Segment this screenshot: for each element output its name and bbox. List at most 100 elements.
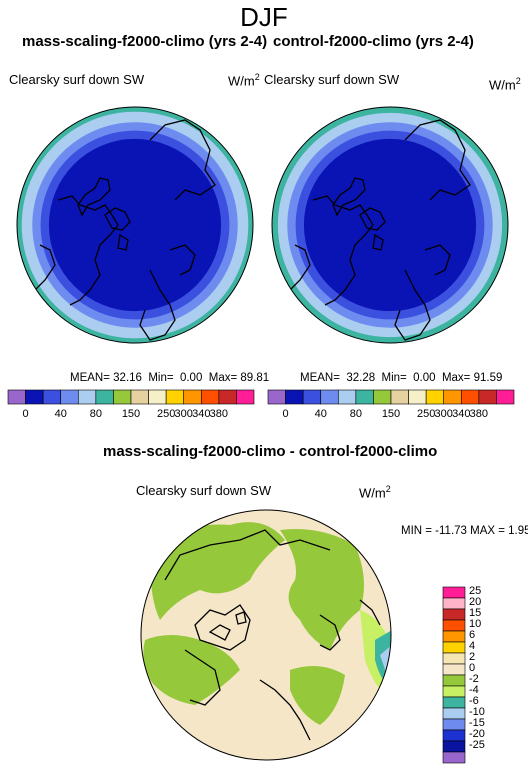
diff-coastlines xyxy=(164,529,381,741)
colorbar-tick-label: 380 xyxy=(469,408,489,420)
coast-greenland xyxy=(77,177,111,217)
diff-colorbar-tick-label: -25 xyxy=(469,739,485,751)
colorbar-swatch xyxy=(95,389,114,405)
ring-0-to-40 xyxy=(303,138,477,312)
right-polar-map xyxy=(272,107,508,343)
diff-colorbar-tick-label: -15 xyxy=(469,717,485,729)
coast-archipelago xyxy=(359,207,386,251)
diff-colorbar-tick-label: 20 xyxy=(469,596,482,608)
diff-colorbar-swatch xyxy=(442,718,466,731)
colorbar-swatch xyxy=(218,389,237,405)
left-stats: MEAN= 32.16 Min= 0.00 Max= 89.81 xyxy=(70,372,270,384)
diff-colorbar-swatch xyxy=(442,707,466,720)
diff-colorbar-tick-label: 25 xyxy=(469,585,482,597)
right-units-label: W/m2 xyxy=(489,76,521,93)
colorbar-tick-label: 340 xyxy=(192,408,211,420)
colorbar-swatch xyxy=(425,389,445,405)
diff-region-canada xyxy=(280,529,364,650)
left-polar-map xyxy=(17,107,253,343)
left-units-label: W/m2 xyxy=(228,72,260,89)
diff-minmax: MIN = -11.73 MAX = 1.95 xyxy=(401,525,528,537)
diff-colorbar-swatch xyxy=(442,630,466,643)
colorbar-tick-label: 0 xyxy=(282,408,289,420)
colorbar-swatch xyxy=(443,389,462,405)
diff-colorbar-tick-label: -10 xyxy=(469,706,485,718)
left-map-border xyxy=(16,106,254,344)
diff-colorbar-tick-label: 4 xyxy=(469,640,476,652)
colorbar-tick-label: 340 xyxy=(452,408,471,420)
right-coastlines xyxy=(289,119,471,341)
coast-scandinavia xyxy=(424,244,451,276)
coast-canada xyxy=(312,195,374,306)
diff-colorbar-swatch xyxy=(442,597,466,610)
colorbar-swatch xyxy=(285,389,304,405)
coast-scandinavia xyxy=(169,244,196,276)
diff-region-alaska xyxy=(290,666,345,725)
coast-greenland xyxy=(332,177,366,217)
diff-colorbar-swatch xyxy=(442,685,466,698)
diff-colorbar xyxy=(442,586,466,764)
colorbar-tick-label: 40 xyxy=(54,408,67,420)
diff-units-label: W/m2 xyxy=(359,484,391,501)
colorbar-swatch xyxy=(302,389,322,405)
diff-colorbar-swatch xyxy=(442,696,466,709)
colorbar-swatch xyxy=(390,389,409,405)
colorbar-swatch xyxy=(320,389,339,405)
colorbar-swatch xyxy=(25,389,44,405)
diff-colorbar-tick-label: -6 xyxy=(469,695,479,707)
colorbar-tick-label: 150 xyxy=(381,408,401,420)
diff-colorbar-tick-label: 6 xyxy=(469,629,476,641)
diff-colorbar-tick-label: 2 xyxy=(469,651,476,663)
colorbar-swatch xyxy=(355,389,374,405)
colorbar-swatch xyxy=(113,389,132,405)
right-stats: MEAN= 32.28 Min= 0.00 Max= 91.59 xyxy=(300,372,503,384)
ring-0-to-40 xyxy=(48,138,222,312)
colorbar-tick-label: 150 xyxy=(121,408,141,420)
diff-colorbar-swatch xyxy=(442,586,466,599)
coast-siberia xyxy=(404,119,471,201)
diff-colorbar-swatch xyxy=(442,652,466,665)
diff-colorbar-tick-label: -4 xyxy=(469,684,479,696)
colorbar-tick-label: 380 xyxy=(209,408,229,420)
diff-region-siberia xyxy=(150,522,285,620)
diff-colorbar-tick-label: -20 xyxy=(469,728,485,740)
colorbar-swatch xyxy=(478,389,497,405)
colorbar-swatch xyxy=(408,389,427,405)
left-variable-label: Clearsky surf down SW xyxy=(9,72,145,87)
diff-polar-map xyxy=(141,510,391,760)
diff-colorbar-swatch xyxy=(442,751,466,764)
colorbar-tick-label: 250 xyxy=(156,408,176,420)
diff-colorbar-swatch xyxy=(442,663,466,676)
left-colorbar xyxy=(7,389,255,405)
colorbar-swatch xyxy=(373,389,392,405)
left-coastlines xyxy=(34,119,216,341)
colorbar-tick-label: 250 xyxy=(416,408,436,420)
diff-map-border xyxy=(140,509,392,761)
diff-region-europe xyxy=(143,635,240,705)
diff-colorbar-swatch xyxy=(442,619,466,632)
coast-archipelago xyxy=(104,207,131,251)
colorbar-swatch xyxy=(148,389,167,405)
colorbar-tick-label: 0 xyxy=(22,408,29,420)
colorbar-swatch xyxy=(77,389,97,405)
colorbar-swatch xyxy=(460,389,480,405)
diff-colorbar-swatch xyxy=(442,641,466,654)
colorbar-swatch xyxy=(60,389,79,405)
diff-colorbar-swatch xyxy=(442,729,466,742)
coast-alaska xyxy=(289,244,311,291)
diff-panel-title: mass-scaling-f2000-climo - control-f2000… xyxy=(103,443,438,460)
colorbar-tick-label: 40 xyxy=(314,408,327,420)
diff-variable-label: Clearsky surf down SW xyxy=(136,483,272,498)
right-map-border xyxy=(271,106,509,344)
right-variable-label: Clearsky surf down SW xyxy=(264,72,400,87)
coast-europe xyxy=(139,269,176,341)
colorbar-swatch xyxy=(200,389,220,405)
colorbar-tick-label: 80 xyxy=(349,408,362,420)
colorbar-tick-label: 300 xyxy=(434,408,453,420)
colorbar-swatch xyxy=(337,389,357,405)
diff-colorbar-swatch xyxy=(442,674,466,687)
coast-europe xyxy=(394,269,431,341)
coast-alaska xyxy=(34,244,56,291)
right-colorbar xyxy=(267,389,515,405)
